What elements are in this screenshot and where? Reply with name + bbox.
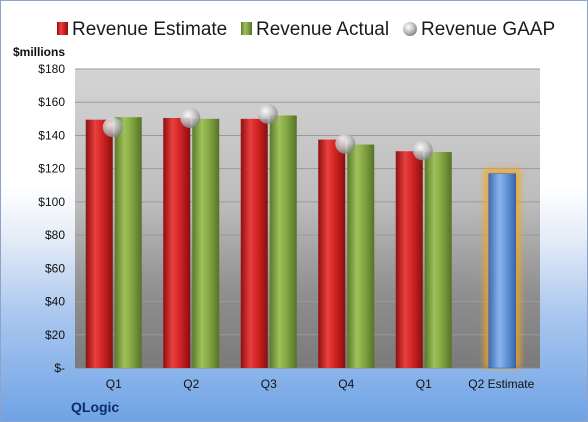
y-tick-label: $100 [38, 195, 65, 209]
y-tick-label: $120 [38, 162, 65, 176]
y-tick-label: $180 [38, 62, 65, 76]
x-tick-label: Q3 [261, 377, 277, 391]
bar-estimate-forecast [488, 173, 516, 369]
x-tick-label: Q4 [338, 377, 354, 391]
legend-swatch-actual [241, 22, 252, 35]
bar-actual [347, 144, 375, 368]
x-tick-label: Q2 Estimate [468, 377, 534, 391]
y-tick-label: $80 [45, 228, 65, 242]
bar-actual [269, 115, 297, 368]
bar-actual [424, 152, 452, 368]
legend-item-gaap[interactable]: Revenue GAAP [403, 19, 555, 40]
y-tick-label: $140 [38, 128, 65, 142]
bar-estimate [163, 118, 191, 368]
x-tick-label: Q1 [106, 377, 122, 391]
y-tick-label: $40 [45, 295, 65, 309]
x-axis-ticks: Q1 Q2 Q3 Q4 Q1 Q2 Estimate [106, 377, 535, 391]
bar-estimate [318, 139, 346, 368]
y-axis-ticks: $- $20 $40 $60 $80 $100 $120 $140 $160 $180 [38, 62, 65, 375]
company-name: QLogic [71, 399, 120, 415]
bar-estimate [240, 118, 268, 368]
x-tick-label: Q1 [416, 377, 432, 391]
y-tick-label: $20 [45, 328, 65, 342]
y-tick-label: $160 [38, 95, 65, 109]
bar-estimate [395, 151, 423, 368]
y-tick-label: $60 [45, 261, 65, 275]
legend-label-gaap: Revenue GAAP [421, 19, 555, 40]
bar-actual [192, 118, 220, 368]
gaap-marker [180, 108, 201, 129]
legend-label-actual: Revenue Actual [256, 19, 389, 40]
bar-estimate [85, 119, 113, 369]
gaap-marker [335, 133, 356, 154]
legend-swatch-estimate [57, 22, 68, 35]
x-tick-label: Q2 [183, 377, 199, 391]
gridlines [75, 68, 540, 369]
gaap-markers [102, 103, 433, 161]
legend-label-estimate: Revenue Estimate [72, 19, 227, 40]
legend-swatch-gaap [403, 22, 417, 36]
gaap-marker [102, 117, 123, 138]
bars [85, 115, 521, 369]
bar-actual [114, 117, 142, 368]
y-axis-unit-label: $millions [13, 45, 65, 59]
y-tick-label: $- [54, 361, 65, 375]
legend: Revenue Estimate Revenue Actual Revenue … [57, 19, 555, 40]
legend-item-estimate[interactable]: Revenue Estimate [57, 19, 227, 40]
gaap-marker [412, 140, 433, 161]
legend-item-actual[interactable]: Revenue Actual [241, 19, 389, 40]
plot-area [75, 69, 540, 368]
gaap-marker [257, 103, 278, 124]
